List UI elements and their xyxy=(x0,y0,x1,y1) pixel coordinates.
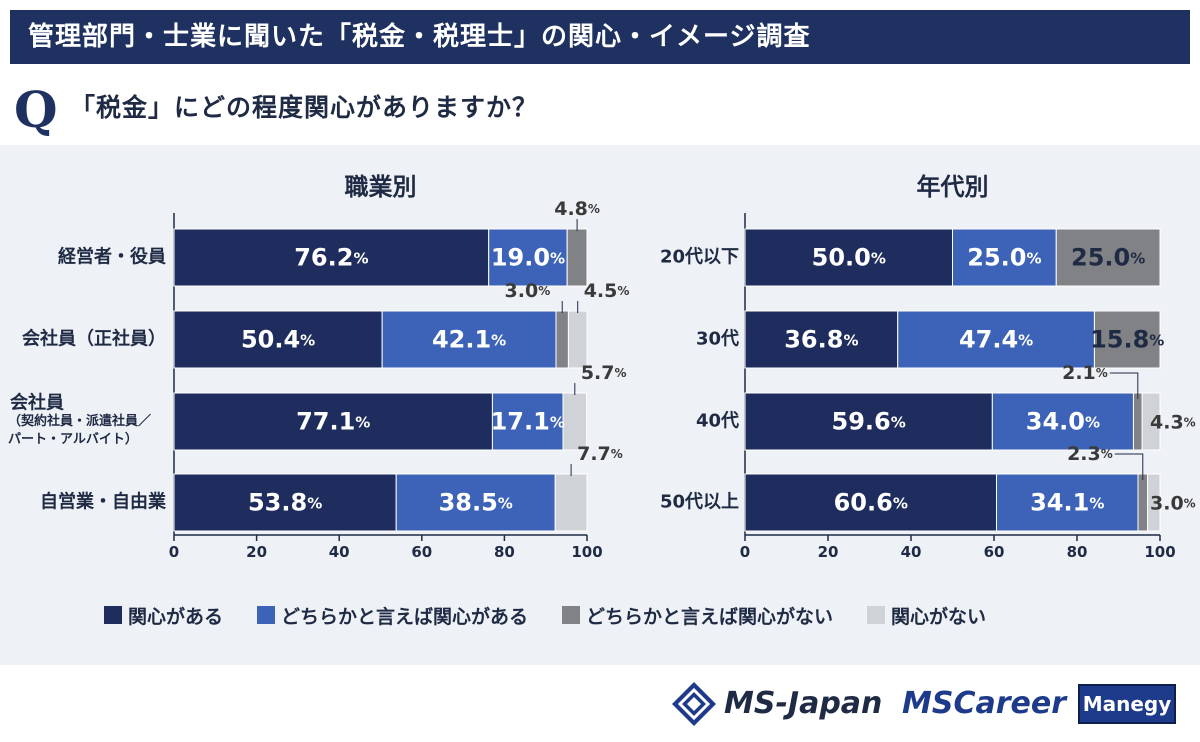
category-label: 20代以下 xyxy=(660,247,739,268)
data-label-outside: 2.3% xyxy=(1067,443,1113,465)
x-tick-label: 0 xyxy=(740,543,750,561)
legend-label: 関心がない xyxy=(891,605,987,628)
msjapan-logo: MS-Japan xyxy=(724,686,883,721)
data-label: 25.0% xyxy=(967,244,1041,272)
data-label: 77.1% xyxy=(296,408,370,436)
data-label: 34.1% xyxy=(1030,489,1104,517)
data-label: 76.2% xyxy=(294,244,368,272)
data-label: 38.5% xyxy=(439,489,513,517)
legend-swatch xyxy=(867,606,886,624)
bar-segment-somewhat-interested xyxy=(995,473,1139,532)
bar-segment-somewhat-not xyxy=(1055,228,1161,287)
bar-segment-somewhat-not xyxy=(555,310,569,369)
bar-segment-not-interested xyxy=(1141,392,1161,451)
data-label-outside: 4.3% xyxy=(1150,411,1196,433)
leader-line xyxy=(1109,372,1139,399)
x-tick-label: 60 xyxy=(411,543,432,561)
bar-segment-somewhat-interested xyxy=(488,228,568,287)
legend-item-very-interested: 関心がある xyxy=(104,602,223,629)
footer xyxy=(0,665,1200,742)
data-label: 34.0% xyxy=(1026,408,1100,436)
category-label: 40代 xyxy=(696,411,739,432)
category-sublabel: （契約社員・派遣社員／ xyxy=(8,413,151,429)
chart-title: 職業別 xyxy=(345,173,417,201)
data-label: 15.8% xyxy=(1090,326,1164,354)
data-label: 50.4% xyxy=(241,326,315,354)
data-label: 25.0% xyxy=(1071,244,1145,272)
bar-segment-very-interested xyxy=(173,392,493,451)
data-label-outside: 4.8% xyxy=(554,198,600,220)
legend-swatch xyxy=(104,606,122,624)
legend-label: 関心がある xyxy=(128,605,224,628)
category-label: 会社員 xyxy=(10,392,64,414)
x-tick-label: 40 xyxy=(901,543,922,561)
x-tick-label: 20 xyxy=(818,543,839,561)
data-label: 36.8% xyxy=(784,326,858,354)
legend-label: どちらかと言えば関心がない xyxy=(586,605,834,628)
manegy-logo: Manegy xyxy=(1078,684,1176,724)
legend-item-somewhat-not: どちらかと言えば関心がない xyxy=(562,602,833,629)
bar-segment-somewhat-not xyxy=(1093,310,1161,369)
bar-segment-very-interested xyxy=(744,310,899,369)
x-tick-label: 20 xyxy=(246,543,267,561)
page-title: 管理部門・士業に聞いた「税金・税理士」の関心・イメージ調査 xyxy=(10,10,1190,64)
legend-item-not-interested: 関心がない xyxy=(867,602,986,629)
legend-item-somewhat-interested: どちらかと言えば関心がある xyxy=(257,602,528,629)
question-mark: Q xyxy=(14,80,58,139)
bar-segment-somewhat-interested xyxy=(952,228,1057,287)
x-tick-label: 80 xyxy=(1067,543,1088,561)
legend-swatch xyxy=(257,606,276,624)
data-label-outside: 5.7% xyxy=(581,362,627,384)
data-label: 59.6% xyxy=(832,408,906,436)
bar-segment-somewhat-not xyxy=(566,228,588,287)
x-tick-label: 100 xyxy=(571,543,602,561)
category-label: 自営業・自由業 xyxy=(40,491,167,513)
chart-title: 年代別 xyxy=(917,173,989,201)
data-label: 19.0% xyxy=(491,244,565,272)
bar-segment-somewhat-interested xyxy=(491,392,564,451)
bar-segment-very-interested xyxy=(173,473,397,532)
data-label-outside: 2.1% xyxy=(1062,362,1108,384)
category-label: 30代 xyxy=(696,329,739,350)
x-tick-label: 80 xyxy=(494,543,515,561)
bar-segment-somewhat-not xyxy=(1132,392,1143,451)
legend-label: どちらかと言えば関心がある xyxy=(281,605,529,628)
legend: 関心がある どちらかと言えば関心がある どちらかと言えば関心がない 関心がない xyxy=(104,600,1020,630)
msjapan-logo-icon xyxy=(672,682,716,726)
bar-segment-somewhat-interested xyxy=(991,392,1134,451)
leader-line xyxy=(1114,453,1144,480)
bar-segment-not-interested xyxy=(562,392,588,451)
data-label-outside: 3.0% xyxy=(505,280,551,302)
bar-segment-somewhat-not xyxy=(1137,473,1149,532)
data-label: 50.0% xyxy=(812,244,886,272)
chart-area: 職業別 0 20 40 60 80 100 経営者・役員 76.2% 19.0% 4.8% 会社員（正… xyxy=(8,173,1196,561)
data-label: 47.4% xyxy=(959,326,1033,354)
bar-segment-not-interested xyxy=(554,473,588,532)
x-tick-label: 40 xyxy=(329,543,350,561)
category-label: 経営者・役員 xyxy=(58,246,166,268)
data-label-outside: 7.7% xyxy=(577,443,623,465)
data-label: 60.6% xyxy=(834,489,908,517)
legend-swatch xyxy=(562,606,581,624)
bar-segment-not-interested xyxy=(1147,473,1161,532)
data-label: 42.1% xyxy=(432,326,506,354)
data-label: 53.8% xyxy=(248,489,322,517)
bar-segment-very-interested xyxy=(173,228,490,287)
question-text: 「税金」にどの程度関心がありますか？ xyxy=(70,93,539,122)
bar-segment-not-interested xyxy=(567,310,588,369)
x-tick-label: 100 xyxy=(1144,543,1175,561)
x-tick-label: 60 xyxy=(984,543,1005,561)
mscareer-logo: MSCareer xyxy=(902,686,1067,721)
category-label: 会社員（正社員） xyxy=(22,328,166,350)
bar-segment-somewhat-interested xyxy=(897,310,1095,369)
data-label-outside: 3.0% xyxy=(1150,492,1196,514)
data-label-outside: 4.5% xyxy=(584,280,630,302)
bar-segment-very-interested xyxy=(744,228,953,287)
x-tick-label: 0 xyxy=(169,543,179,561)
category-sublabel: パート・アルバイト） xyxy=(8,431,138,447)
category-label: 50代以上 xyxy=(660,492,739,513)
bar-segment-very-interested xyxy=(744,392,993,451)
data-label: 17.1% xyxy=(491,408,565,436)
